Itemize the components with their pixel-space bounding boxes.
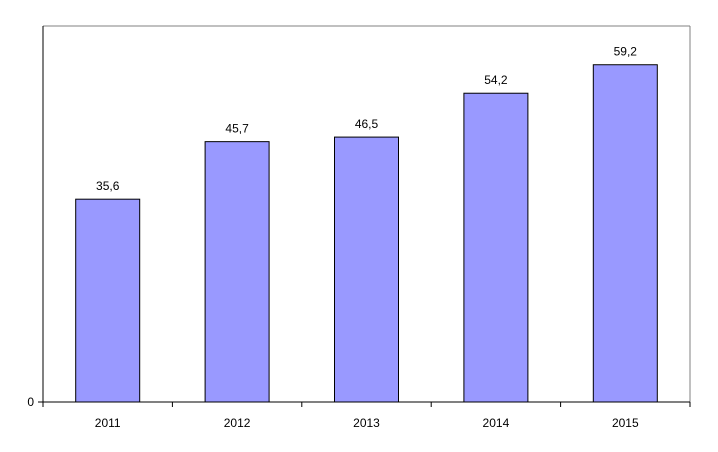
x-tick-label-2015: 2015 — [612, 416, 639, 430]
bar-2012 — [204, 141, 270, 403]
x-tick-group — [42, 402, 691, 407]
bar-2011 — [75, 198, 141, 403]
y-tick-label: 0 — [27, 395, 34, 409]
data-label-2013: 46,5 — [355, 117, 379, 131]
bar-2014 — [463, 92, 529, 403]
bar-2015 — [592, 64, 658, 403]
x-tick-label-2012: 2012 — [224, 416, 251, 430]
x-tick-label-2014: 2014 — [483, 416, 510, 430]
x-tick-label-2011: 2011 — [95, 416, 121, 430]
data-label-2014: 54,2 — [484, 73, 508, 87]
x-tick-label-2013: 2013 — [353, 416, 380, 430]
y-tick-label-group: 0 — [27, 395, 43, 409]
data-label-2012: 45,7 — [225, 122, 249, 136]
data-label-group: 35,6 45,7 46,5 54,2 59,2 — [96, 45, 637, 193]
data-label-2015: 59,2 — [614, 45, 638, 59]
bar-2013 — [334, 136, 399, 403]
x-tick-label-group: 2011 2012 2013 2014 2015 — [95, 416, 639, 430]
data-label-2011: 35,6 — [96, 179, 120, 193]
bar-group — [75, 64, 658, 403]
